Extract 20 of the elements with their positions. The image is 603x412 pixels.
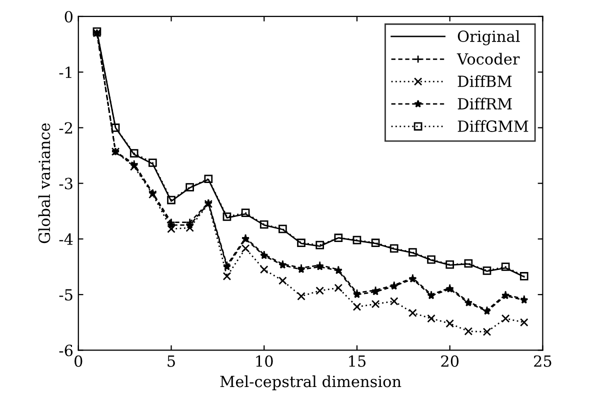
legend-label: Original: [458, 30, 520, 46]
y-tick-label: -2: [59, 122, 72, 134]
legend-label: DiffBM: [458, 75, 512, 87]
y-tick-label: 0: [64, 10, 73, 22]
legend-label: DiffGMM: [458, 120, 528, 132]
legend-label: DiffRM: [458, 98, 512, 110]
x-tick-label: 15: [349, 355, 366, 367]
y-tick-label: -4: [59, 233, 73, 245]
x-tick-label: 20: [441, 355, 459, 367]
y-tick-label: -3: [59, 178, 72, 190]
y-tick-label: -5: [59, 289, 72, 301]
y-tick-label: -6: [59, 344, 73, 356]
y-axis-title: Global variance: [38, 123, 50, 244]
legend-label: Vocoder: [456, 52, 520, 65]
x-tick-label: 0: [74, 355, 82, 367]
x-axis-title: Mel-cepstral dimension: [220, 375, 402, 390]
x-tick-label: 5: [168, 356, 175, 367]
x-tick-label: 10: [256, 355, 273, 367]
y-tick-label: -1: [59, 66, 72, 78]
x-tick-label: 25: [534, 355, 552, 367]
